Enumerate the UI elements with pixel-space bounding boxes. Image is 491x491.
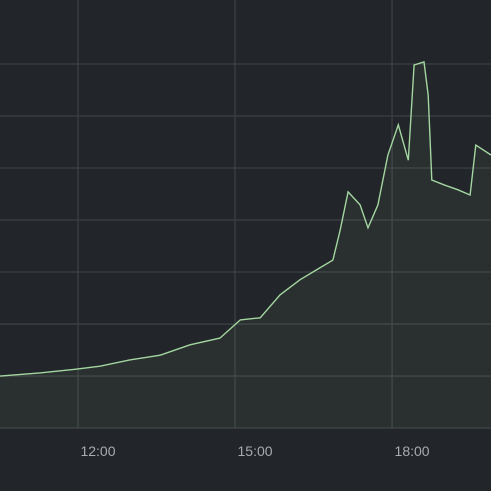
- x-tick-label: 12:00: [80, 443, 115, 459]
- line: [0, 60, 491, 377]
- x-tick-label: 15:00: [238, 443, 273, 459]
- x-tick-label: 18:00: [395, 443, 430, 459]
- area: [0, 61, 491, 429]
